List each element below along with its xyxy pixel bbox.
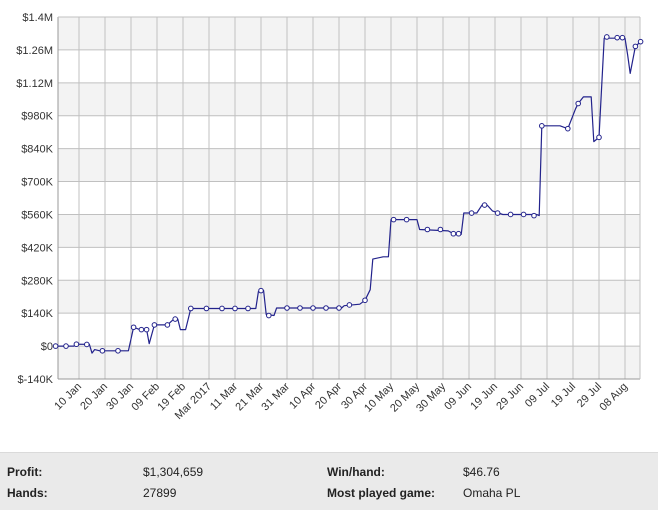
x-tick-label: 10 Apr [287,380,318,411]
data-point [336,305,342,311]
data-point [188,305,194,312]
data-point [245,305,251,312]
data-point [565,125,571,132]
winhand-value: $46.76 [463,465,500,479]
most-played-game-value: Omaha PL [463,486,521,500]
data-point [130,324,137,331]
x-tick-label: 30 May [414,380,448,414]
data-point [455,230,462,237]
data-point [63,343,69,349]
data-point [507,211,514,218]
plot-band [58,280,640,314]
data-point [531,212,537,219]
most-played-game-label: Most played game: [327,486,436,500]
plot-band [58,148,640,182]
data-point [115,347,121,354]
data-point [99,347,106,354]
hands-label: Hands: [7,486,48,500]
data-point [258,287,264,294]
y-tick-label: $420K [21,242,53,254]
data-point [84,341,90,348]
data-point [151,322,158,328]
plot-band [58,346,640,379]
y-tick-label: $0 [41,341,53,353]
data-point [138,326,145,333]
data-point [437,226,444,233]
data-point [143,326,150,333]
plot-band [58,214,640,248]
winhand-label: Win/hand: [327,465,385,479]
data-point [481,202,488,208]
y-tick-label: $840K [21,144,53,156]
data-point [52,343,59,349]
data-point [310,305,316,311]
data-point [494,210,501,216]
data-point [266,312,272,319]
profit-chart: $-140K $0 $140K $280K $420K $560K $700K $840K $9… [16,12,644,422]
y-tick-label: $1.12M [16,78,53,90]
data-point [575,100,582,107]
data-point [424,226,431,233]
y-tick-label: $1.4M [22,12,53,24]
data-point [219,305,225,312]
data-point [390,216,397,223]
data-point [323,305,329,311]
data-point [539,123,545,129]
x-tick-label: 10 Jan [52,381,84,413]
data-point [73,341,80,348]
data-point [346,302,353,308]
chart-canvas: $-140K $0 $140K $280K $420K $560K $700K $840K $9… [16,12,644,422]
x-tick-label: 20 Apr [313,380,344,411]
y-tick-label: $1.26M [16,45,53,57]
data-point [203,305,210,312]
data-point [297,305,303,311]
x-tick-label: 08 Aug [597,381,630,414]
y-tick-label: $280K [21,275,53,287]
data-point [164,322,171,328]
plot-band [58,17,640,50]
data-point [362,297,368,304]
data-point [637,38,644,45]
x-tick-label: 09 Feb [129,381,162,414]
stats-panel: Profit: $1,304,659 Hands: 27899 Win/hand… [0,452,658,510]
x-tick-label: 21 Mar [233,380,266,413]
x-tick-label: 19 Jul [549,381,578,410]
y-tick-label: $560K [21,209,53,221]
y-tick-label: $-140K [18,374,54,386]
plot-band [58,82,640,116]
y-tick-label: $700K [21,177,53,189]
data-point [403,216,410,223]
x-tick-label: 20 Jan [78,381,110,413]
x-tick-label: 29 Jun [494,381,526,413]
data-point [468,210,475,216]
data-point [619,34,626,41]
x-tick-label: 19 Jun [468,381,500,413]
hands-value: 27899 [143,486,177,500]
data-point [232,305,238,312]
data-point [520,211,527,218]
data-point [632,43,639,50]
data-point [284,305,290,311]
x-tick-label: 31 Mar [259,380,292,413]
profit-label: Profit: [7,465,43,479]
y-tick-label: $980K [21,111,53,123]
profit-value: $1,304,659 [143,465,204,479]
data-point [450,230,457,237]
y-tick-label: $140K [21,308,53,320]
data-point [604,34,610,40]
data-point [172,316,178,322]
x-tick-label: 09 Jul [523,381,552,410]
data-point [596,134,602,141]
data-point [614,34,621,41]
x-tick-label: 09 Jun [442,381,474,413]
